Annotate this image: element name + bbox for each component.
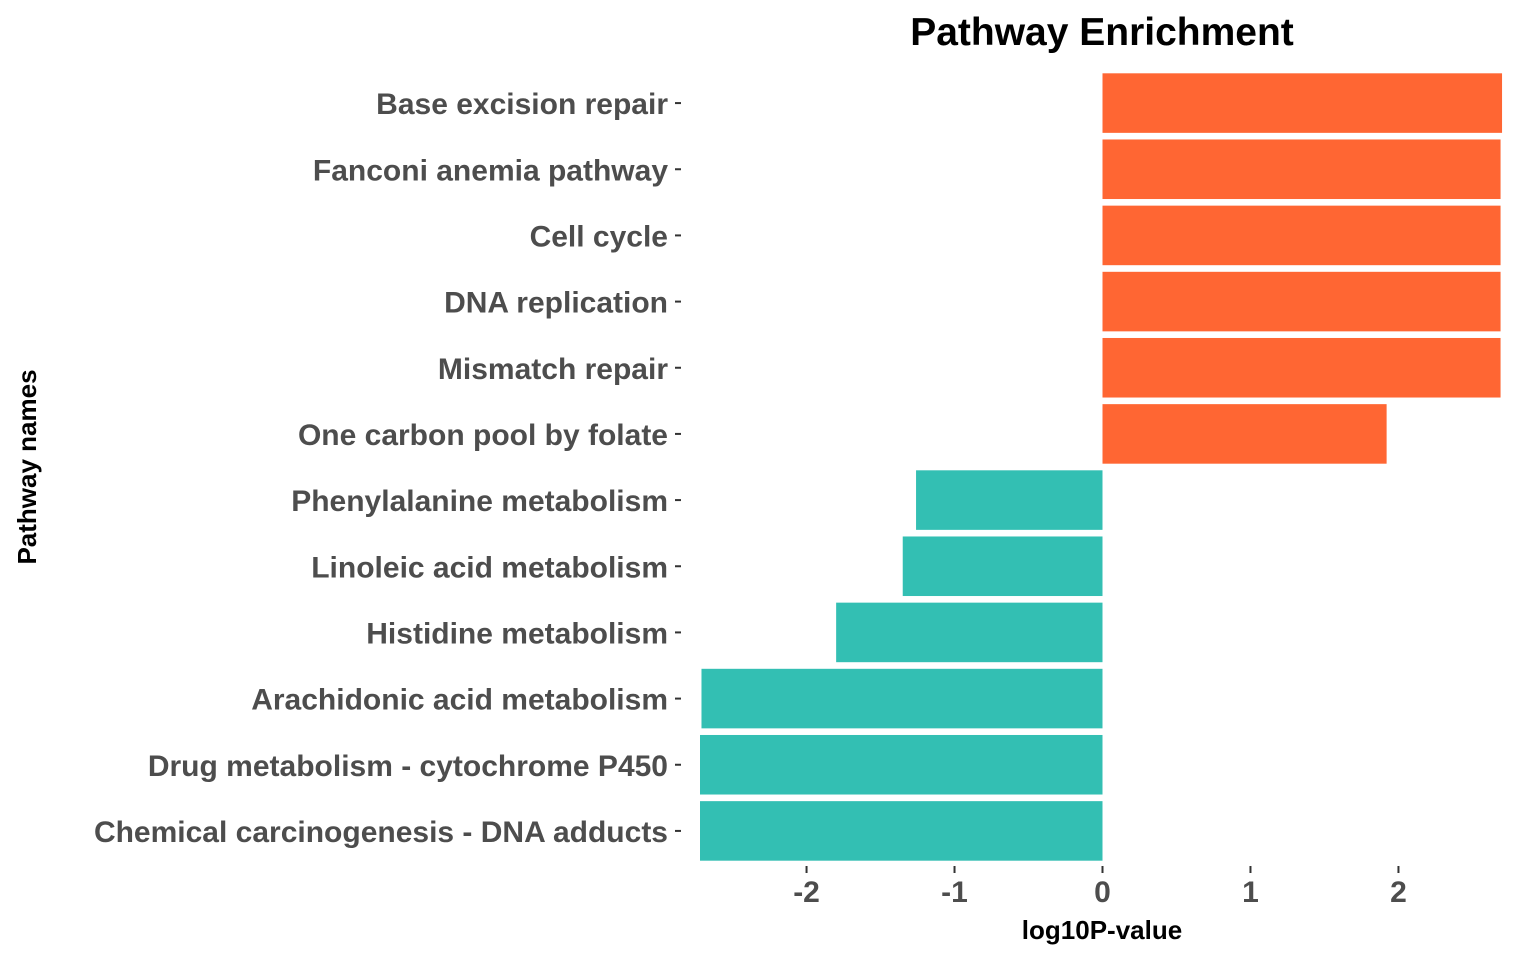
x-axis-title: log10P-value [1022,915,1182,945]
y-axis-title: Pathway names [12,369,42,564]
category-label: Base excision repair [376,88,668,121]
bar [1102,139,1501,200]
x-tick-label: -1 [941,876,968,909]
category-label: Fanconi anemia pathway [313,154,668,187]
bar [836,602,1103,663]
category-label: One carbon pool by folate [298,419,668,452]
category-label: Drug metabolism - cytochrome P450 [148,750,668,783]
category-label: Linoleic acid metabolism [311,551,668,584]
x-tick-label: 0 [1094,876,1111,909]
category-label: DNA replication [444,287,668,320]
x-tick-label: 1 [1242,876,1259,909]
x-tick-label: -2 [793,876,820,909]
category-label: Histidine metabolism [366,617,668,650]
bar [700,734,1103,795]
bar [1102,404,1387,464]
category-label: Cell cycle [530,220,668,253]
category-labels: Base excision repair Fanconi anemia pathw… [94,88,681,849]
category-label: Chemical carcinogenesis - DNA adducts [94,816,668,849]
x-axis: -2 -1 0 1 2 [793,866,1407,909]
bars-group [700,73,1503,861]
category-label: Arachidonic acid metabolism [251,684,668,717]
bar [1102,73,1503,133]
category-label: Mismatch repair [438,353,668,386]
bar [916,470,1103,530]
bar [1102,205,1501,266]
bar [701,668,1103,729]
bar [700,801,1103,861]
bar [1102,337,1501,398]
chart-title: Pathway Enrichment [910,11,1294,54]
bar [902,536,1103,597]
bar [1102,271,1501,332]
x-tick-label: 2 [1390,876,1407,909]
category-label: Phenylalanine metabolism [291,485,668,518]
